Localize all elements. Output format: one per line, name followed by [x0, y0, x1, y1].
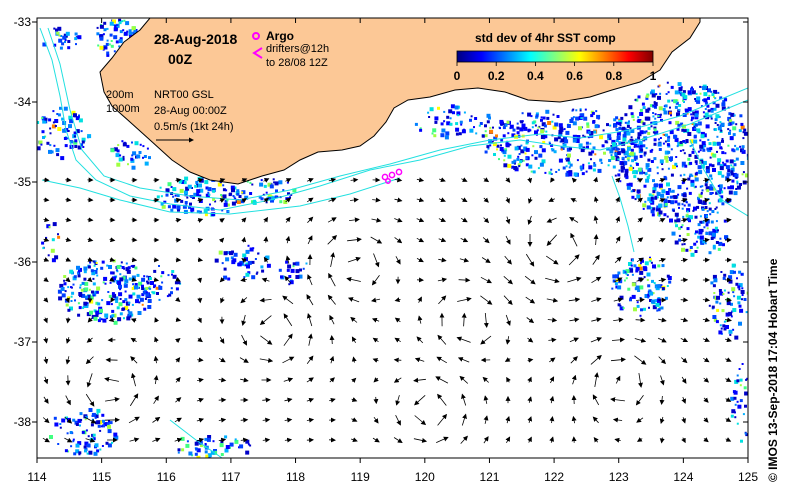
argo-legend-label: Argo: [266, 29, 294, 43]
x-tick-label: 119: [351, 470, 370, 484]
drifters-range-label: to 28/08 12Z: [266, 57, 328, 69]
colorbar-title: std dev of 4hr SST comp: [475, 31, 616, 45]
colorbar-bar: [456, 50, 654, 63]
x-tick-label: 124: [673, 470, 693, 484]
map-date: 28-Aug-2018: [154, 31, 237, 47]
y-tick-label: -35: [14, 175, 32, 189]
map-time: 00Z: [168, 51, 193, 67]
colorbar-tick-label: 0.2: [488, 69, 505, 83]
argo-legend-icon: [252, 32, 260, 40]
colorbar-tick-label: 1: [650, 69, 657, 83]
y-tick-label: -33: [14, 15, 32, 29]
product-date: 28-Aug 00:00Z: [154, 105, 227, 117]
x-tick-label: 121: [479, 470, 499, 484]
colorbar-tick-label: 0.8: [605, 69, 622, 83]
vector-scale-label: 0.5m/s (1kt 24h): [154, 121, 233, 133]
imos-credit: © IMOS 13-Sep-2018 17:04 Hobart Time: [766, 258, 780, 482]
y-tick-label: -38: [14, 415, 32, 429]
x-tick-label: 123: [609, 470, 629, 484]
colorbar-tick-label: 0.6: [566, 69, 583, 83]
drifter-legend-icon: [252, 47, 263, 59]
isobath-contours: [39, 27, 748, 458]
x-tick-label: 115: [92, 470, 111, 484]
y-axis: -33 -34 -35 -36 -37 -38: [14, 15, 748, 429]
current-vectors: [42, 176, 732, 444]
y-tick-label: -36: [14, 255, 32, 269]
colorbar-tick-label: 0: [454, 69, 461, 83]
x-tick-label: 122: [544, 470, 564, 484]
colorbar-tick-label: 0.4: [527, 69, 544, 83]
x-tick-label: 117: [221, 470, 240, 484]
x-tick-label: 118: [286, 470, 305, 484]
drifters-legend-label: drifters@12h: [266, 43, 329, 55]
x-tick-label: 114: [27, 470, 46, 484]
colorbar-ticks: 0 0.2 0.4 0.6 0.8 1: [454, 62, 657, 83]
x-tick-label: 125: [738, 470, 758, 484]
sst-stddev-overlay: [37, 18, 748, 458]
y-tick-label: -37: [14, 335, 32, 349]
x-axis: 114 115 116 117 118 119 120 121 122 123 124 125: [27, 18, 758, 484]
y-tick-label: -34: [14, 95, 32, 109]
product-line: NRT00 GSL: [154, 89, 214, 101]
plot-frame: [36, 17, 749, 459]
argo-floats: [381, 168, 403, 184]
isobath-200-label: 200m: [106, 89, 134, 101]
isobath-1000-label: 1000m: [106, 103, 140, 115]
x-tick-label: 116: [157, 470, 176, 484]
x-tick-label: 120: [415, 470, 435, 484]
